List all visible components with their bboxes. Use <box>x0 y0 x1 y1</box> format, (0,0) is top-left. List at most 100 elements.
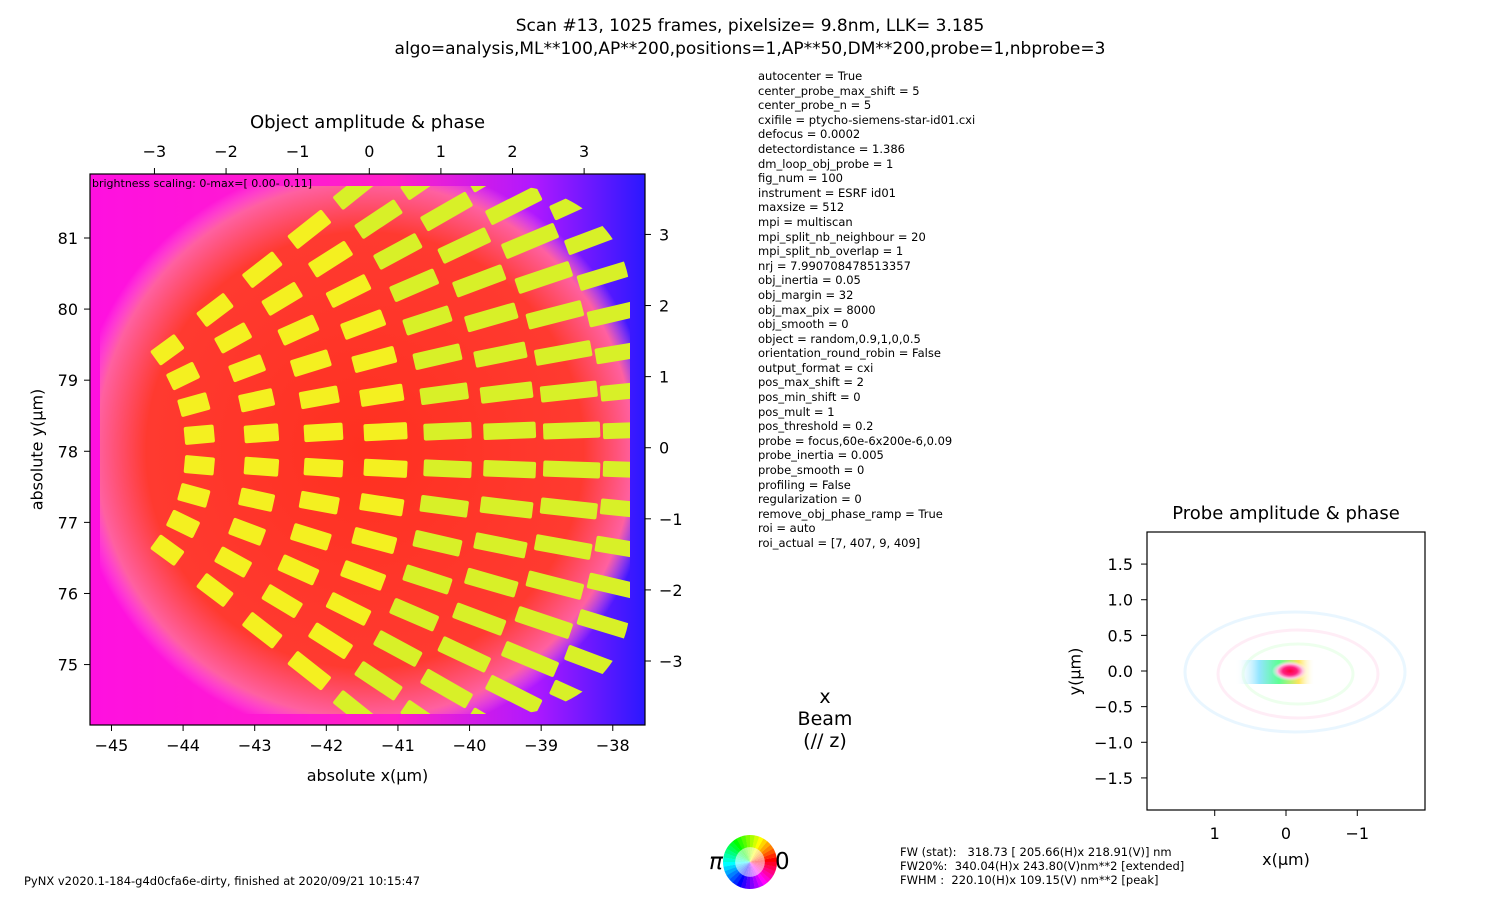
spoke-segment <box>655 537 723 562</box>
object-x-tick-label: −39 <box>524 736 558 755</box>
spoke-segment <box>419 382 469 406</box>
spoke-segment <box>647 297 715 326</box>
spoke-segment <box>333 186 380 210</box>
spoke-segment <box>464 567 519 598</box>
spoke-segment <box>599 380 630 402</box>
probe-x-tick-label: 1 <box>1210 824 1220 843</box>
probe-x-ticks: 1 0 −1 <box>1210 810 1369 843</box>
object-illuminated-region <box>100 186 630 714</box>
parameter-line: pos_min_shift = 0 <box>758 390 861 405</box>
spoke-segment <box>177 392 211 417</box>
spoke-segment <box>150 534 184 566</box>
fw20-line: FW20%: 340.04(H)x 243.80(V)nm**2 [extend… <box>900 859 1185 873</box>
fwhm-line: FWHM : 220.10(H)x 109.15(V) nm**2 [peak] <box>900 873 1159 887</box>
spoke-segment <box>402 564 453 595</box>
spoke-segment <box>402 305 453 336</box>
spoke-segment <box>485 186 543 225</box>
parameter-line: pos_threshold = 0.2 <box>758 419 874 434</box>
spoke-segment <box>501 223 559 259</box>
spoke-segment <box>333 690 380 714</box>
spoke-segment <box>452 602 507 636</box>
spoke-segment <box>464 302 519 333</box>
spoke-segment <box>238 487 275 512</box>
object-x-tick-label: −42 <box>309 736 343 755</box>
figure-title-line2: algo=analysis,ML**100,AP**200,positions=… <box>394 39 1106 59</box>
spoke-segment <box>238 388 275 413</box>
spoke-segment <box>485 675 543 714</box>
spoke-segment <box>308 622 353 659</box>
spoke-segment <box>483 421 537 441</box>
parameter-line: obj_margin = 32 <box>758 287 854 302</box>
parameter-line: maxsize = 512 <box>758 200 845 215</box>
spoke-segment <box>534 340 593 366</box>
probe-y-tick-label: 0.0 <box>1108 662 1133 681</box>
parameter-line: detectordistance = 1.386 <box>758 141 905 156</box>
probe-panel-title: Probe amplitude & phase <box>1172 503 1400 524</box>
object-top-x-tick-label: −3 <box>143 142 167 161</box>
object-x-tick-label: −45 <box>95 736 129 755</box>
object-y-tick-label: 78 <box>58 442 78 461</box>
spoke-segment <box>602 421 630 440</box>
spoke-segment <box>389 598 439 632</box>
probe-y-tick-label: −1.0 <box>1094 733 1133 752</box>
spoke-segment <box>340 560 386 591</box>
spoke-segment <box>525 300 585 330</box>
probe-y-tick-label: −0.5 <box>1094 698 1133 717</box>
parameter-line: obj_inertia = 0.05 <box>758 273 861 288</box>
phase-color-wheel <box>723 835 777 889</box>
object-x-tick-label: −41 <box>381 736 415 755</box>
spoke-segment <box>359 383 405 407</box>
spoke-segment <box>479 381 534 404</box>
spoke-segment <box>303 457 344 478</box>
probe-y-ticks: −1.5 −1.0 −0.5 0.0 0.5 1.0 1.5 <box>1094 555 1147 788</box>
object-top-x-tick-label: −1 <box>286 142 310 161</box>
parameter-line: roi = auto <box>758 521 816 536</box>
spoke-segment <box>594 535 630 561</box>
phase-wheel-pi-label: π <box>709 849 723 875</box>
spoke-segment <box>539 380 598 403</box>
spoke-segment <box>196 293 234 327</box>
object-y-tick-label: 79 <box>58 371 78 390</box>
probe-x-tick-label: −1 <box>1345 824 1369 843</box>
beam-label: Beam <box>797 708 853 730</box>
object-y-tick-label: 81 <box>58 229 78 248</box>
spoke-segment <box>261 584 303 618</box>
footer-version: PyNX v2020.1-184-g4d0cfa6e-dirty, finish… <box>24 874 421 888</box>
spoke-segment <box>537 32 600 83</box>
parameter-line: mpi = multiscan <box>758 214 853 229</box>
probe-width-stats: FW (stat): 318.73 [ 205.66(H)x 218.91(V)… <box>900 845 1184 887</box>
spoke-segment <box>586 298 630 328</box>
spoke-segment <box>638 611 706 644</box>
object-top-x-tick-label: 0 <box>364 142 374 161</box>
spoke-segment <box>325 274 372 308</box>
parameter-line: obj_max_pix = 8000 <box>758 302 876 317</box>
spoke-segment <box>228 517 266 546</box>
spoke-segment <box>501 641 559 677</box>
spoke-segment <box>243 456 280 477</box>
spoke-segment <box>242 612 283 649</box>
spoke-segment <box>534 534 593 560</box>
probe-y-tick-label: 0.5 <box>1108 626 1133 645</box>
spoke-segment <box>277 554 320 586</box>
object-top-x-tick-label: 2 <box>507 142 517 161</box>
object-top-x-ticks: −3 −2 −1 0 1 2 3 <box>143 142 589 174</box>
spoke-segment <box>177 483 211 508</box>
spoke-segment <box>473 532 528 559</box>
spoke-segment <box>298 385 340 410</box>
spoke-segment <box>359 493 405 517</box>
spoke-segment <box>214 546 252 578</box>
parameter-line: defocus = 0.0002 <box>758 127 861 142</box>
spoke-segment <box>400 700 452 714</box>
object-top-x-tick-label: −2 <box>214 142 238 161</box>
object-y-tick-label: 77 <box>58 513 78 532</box>
parameter-list: autocenter = True center_probe_max_shift … <box>758 69 975 551</box>
spoke-segment <box>660 379 727 400</box>
object-y-tick-label: 75 <box>58 656 78 675</box>
object-y-ticks: 75 76 77 78 79 80 81 <box>58 229 90 675</box>
spoke-segment <box>483 459 537 479</box>
spoke-segment <box>166 509 200 538</box>
phase-wheel-zero-label: 0 <box>775 849 790 875</box>
object-right-y-tick-label: −1 <box>659 510 683 529</box>
spoke-segment <box>287 209 331 249</box>
